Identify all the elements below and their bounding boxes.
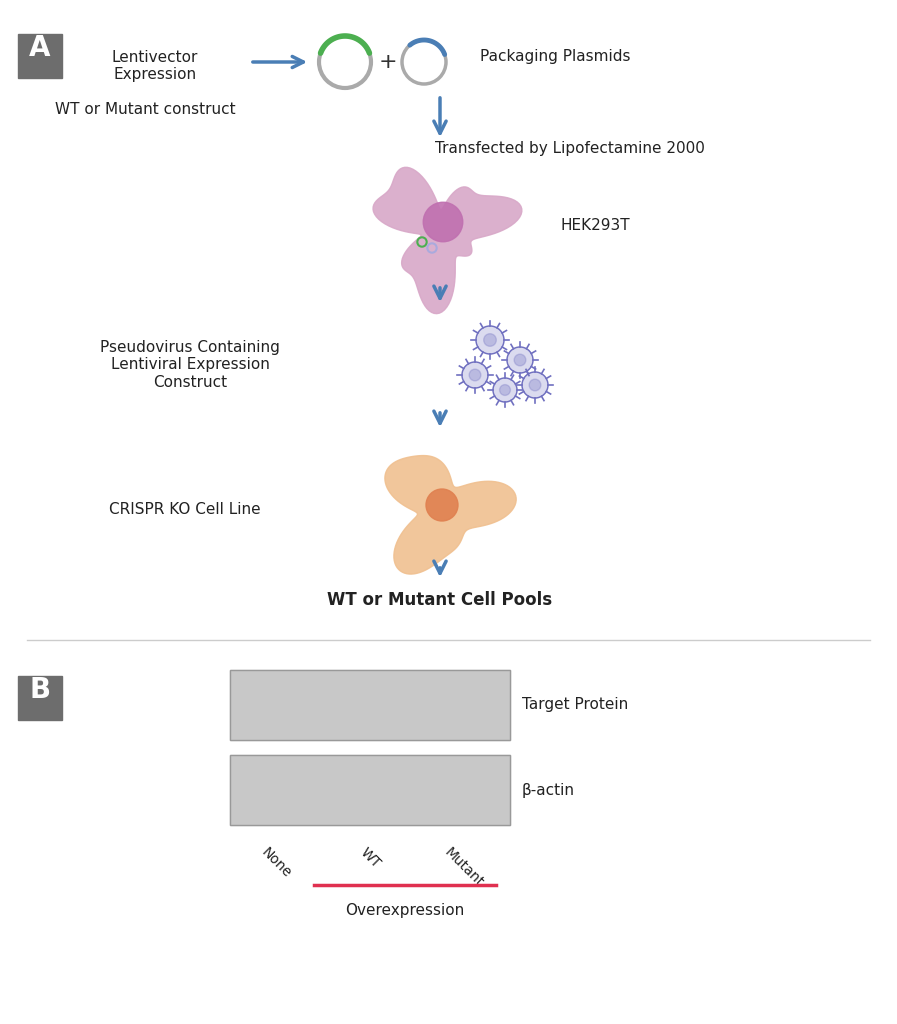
- Circle shape: [423, 203, 463, 242]
- Circle shape: [493, 378, 517, 402]
- Text: WT or Mutant construct: WT or Mutant construct: [55, 102, 235, 118]
- Text: Mutant: Mutant: [441, 845, 485, 890]
- Polygon shape: [373, 167, 522, 313]
- Text: Packaging Plasmids: Packaging Plasmids: [480, 49, 631, 65]
- Text: Transfected by Lipofectamine 2000: Transfected by Lipofectamine 2000: [435, 140, 705, 156]
- Circle shape: [426, 489, 458, 521]
- Text: None: None: [259, 845, 294, 881]
- Text: Overexpression: Overexpression: [345, 903, 465, 918]
- Circle shape: [476, 326, 504, 354]
- Text: B: B: [30, 676, 50, 705]
- Bar: [230, 670, 510, 740]
- Circle shape: [469, 369, 481, 381]
- Circle shape: [529, 379, 541, 391]
- Bar: [230, 755, 510, 825]
- Polygon shape: [385, 456, 516, 574]
- Text: WT or Mutant Cell Pools: WT or Mutant Cell Pools: [327, 591, 553, 609]
- Text: WT: WT: [357, 845, 383, 870]
- Text: β-actin: β-actin: [522, 782, 575, 798]
- Text: +: +: [379, 52, 397, 72]
- Circle shape: [514, 354, 526, 366]
- Text: Target Protein: Target Protein: [522, 697, 628, 713]
- Circle shape: [462, 362, 488, 388]
- Bar: [230, 755, 510, 825]
- Bar: [18, 34, 62, 78]
- Bar: [18, 676, 62, 720]
- Text: Pseudovirus Containing
Lentiviral Expression
Construct: Pseudovirus Containing Lentiviral Expres…: [100, 340, 280, 390]
- Text: CRISPR KO Cell Line: CRISPR KO Cell Line: [109, 503, 261, 517]
- Circle shape: [483, 334, 496, 346]
- Bar: [230, 670, 510, 740]
- Text: A: A: [30, 34, 51, 62]
- Text: Lentivector
Expression: Lentivector Expression: [112, 50, 198, 82]
- Text: HEK293T: HEK293T: [560, 217, 630, 232]
- Circle shape: [522, 372, 548, 398]
- Circle shape: [507, 347, 533, 373]
- Circle shape: [500, 385, 510, 395]
